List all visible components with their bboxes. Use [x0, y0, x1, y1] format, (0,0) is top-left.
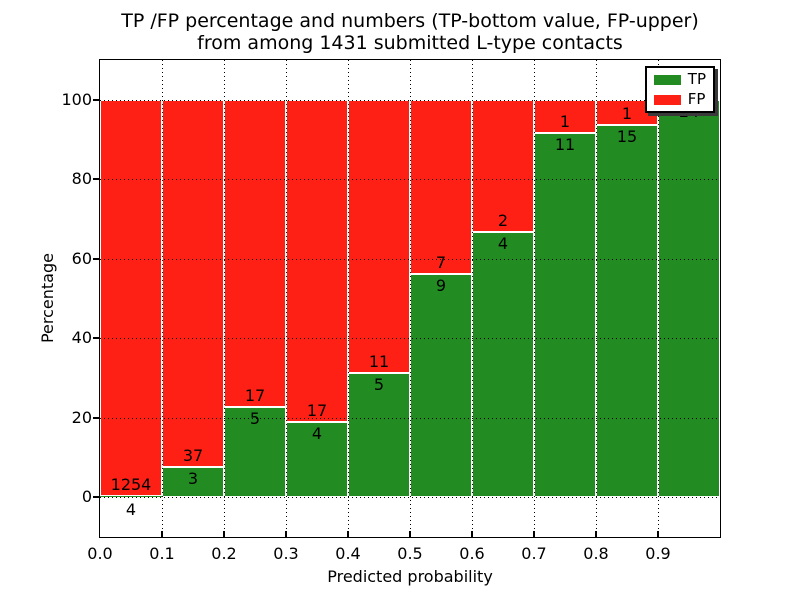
tp-bar-segment — [596, 124, 658, 498]
tp-bar-segment — [100, 495, 162, 498]
tick-marks-layer — [93, 60, 720, 537]
tp-bar-segment — [534, 132, 596, 498]
tp-bar-segment — [658, 99, 720, 498]
tp-count-label: 4 — [125, 500, 137, 520]
x-tick-label: 0.3 — [273, 544, 299, 563]
gridline-vertical — [348, 60, 349, 537]
fp-bar-segment — [100, 99, 162, 496]
bars-layer — [100, 60, 720, 537]
y-tick-label: 80 — [71, 169, 92, 189]
x-tick-label: 0.1 — [149, 544, 175, 563]
chart-title: TP /FP percentage and numbers (TP-bottom… — [20, 10, 800, 54]
legend-label-fp: FP — [687, 90, 706, 108]
fp-count-label: 1 — [621, 103, 633, 123]
gridlines-layer — [100, 60, 720, 537]
gridline-vertical — [596, 60, 597, 537]
tp-count-label: 9 — [435, 275, 447, 295]
legend-label-tp: TP — [687, 70, 706, 88]
legend: TP FP — [644, 66, 715, 113]
x-tick-label: 0.0 — [87, 544, 113, 563]
tp-bar-segment — [162, 467, 224, 498]
y-tick-label: 40 — [71, 328, 92, 348]
x-tick-label: 0.7 — [521, 544, 547, 563]
y-tick-label: 0 — [81, 487, 92, 507]
y-tick-mark — [93, 178, 100, 181]
gridline-vertical — [410, 60, 411, 537]
fp-count-label: 7 — [435, 252, 447, 272]
x-tick-mark — [285, 531, 287, 537]
x-tick-label: 0.5 — [397, 544, 423, 563]
gridline-vertical — [472, 60, 473, 537]
fp-count-label: 1254 — [110, 474, 152, 494]
fp-count-label: 2 — [497, 211, 509, 231]
tp-count-label: 5 — [373, 375, 385, 395]
tp-count-label: 15 — [616, 126, 638, 146]
x-tick-mark — [657, 531, 659, 537]
y-tick-label: 60 — [71, 248, 92, 268]
y-tick-mark — [93, 98, 100, 101]
x-tick-label: 0.4 — [335, 544, 361, 563]
x-tick-label: 0.8 — [583, 544, 609, 563]
y-axis-label: Percentage — [38, 253, 57, 344]
x-tick-mark — [409, 531, 411, 537]
x-tick-label: 0.6 — [459, 544, 485, 563]
chart-title-line1: TP /FP percentage and numbers (TP-bottom… — [121, 10, 699, 32]
tp-color-swatch-icon — [653, 74, 681, 85]
fp-bar-segment — [348, 99, 410, 374]
tp-count-label: 11 — [554, 134, 576, 154]
tp-count-label: 3 — [187, 469, 199, 489]
y-tick-mark — [93, 257, 100, 260]
x-tick-mark — [223, 531, 225, 537]
fp-bar-segment — [162, 99, 224, 468]
y-tick-mark — [93, 496, 100, 499]
y-tick-label: 20 — [71, 407, 92, 427]
x-tick-mark — [595, 531, 597, 537]
gridline-vertical — [286, 60, 287, 537]
gridline-vertical — [162, 60, 163, 537]
y-tick-label: 100 — [61, 89, 92, 109]
fp-count-label: 17 — [244, 385, 266, 405]
y-tick-mark — [93, 416, 100, 419]
x-tick-label: 0.2 — [211, 544, 237, 563]
tp-count-label: 5 — [249, 408, 261, 428]
x-tick-mark — [533, 531, 535, 537]
x-tick-mark — [471, 531, 473, 537]
tp-bar-segment — [410, 273, 472, 498]
gridline-vertical — [658, 60, 659, 537]
fp-bar-segment — [472, 99, 534, 233]
tp-count-label: 4 — [497, 234, 509, 254]
plot-area: 12544373175174115792411111524 TP FP — [93, 59, 721, 538]
fp-count-label: 37 — [182, 446, 204, 466]
x-tick-label: 0.9 — [645, 544, 671, 563]
legend-entry-fp: FP — [653, 90, 706, 108]
tp-count-label: 4 — [311, 423, 323, 443]
fp-count-label: 11 — [368, 352, 390, 372]
x-tick-mark — [347, 531, 349, 537]
fp-count-label: 1 — [559, 111, 571, 131]
y-tick-mark — [93, 337, 100, 340]
legend-entry-tp: TP — [653, 70, 706, 88]
bar-count-labels-layer: 12544373175174115792411111524 — [100, 60, 720, 537]
fp-count-label: 17 — [306, 400, 328, 420]
chart-title-line2: from among 1431 submitted L-type contact… — [197, 32, 623, 54]
gridline-vertical — [224, 60, 225, 537]
x-tick-mark — [161, 531, 163, 537]
x-axis-label: Predicted probability — [327, 567, 493, 586]
gridline-vertical — [534, 60, 535, 537]
fp-color-swatch-icon — [653, 94, 681, 105]
